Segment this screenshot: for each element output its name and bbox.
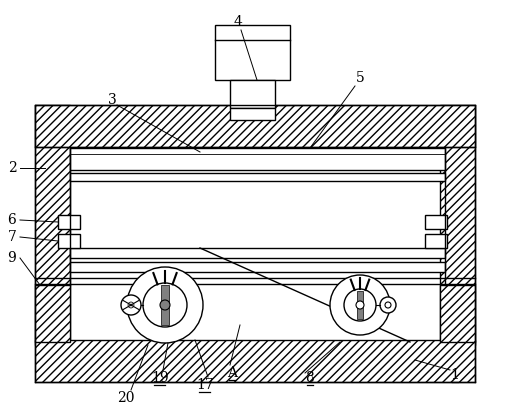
Bar bbox=[70, 148, 444, 170]
Text: 2: 2 bbox=[8, 161, 16, 175]
Text: 7: 7 bbox=[8, 230, 16, 244]
Bar bbox=[215, 25, 290, 80]
Bar bbox=[70, 262, 444, 272]
Bar bbox=[424, 234, 446, 248]
Bar bbox=[439, 105, 474, 345]
Bar bbox=[35, 105, 70, 345]
Bar bbox=[35, 105, 474, 147]
Circle shape bbox=[329, 275, 389, 335]
Text: 19: 19 bbox=[151, 371, 168, 385]
Bar bbox=[161, 285, 168, 325]
Bar bbox=[35, 340, 474, 382]
Bar bbox=[356, 291, 362, 319]
Text: 5: 5 bbox=[355, 71, 363, 85]
Bar bbox=[230, 80, 274, 108]
Circle shape bbox=[160, 300, 169, 310]
Bar bbox=[58, 215, 80, 229]
Bar bbox=[230, 108, 274, 120]
Bar bbox=[70, 173, 444, 181]
Bar bbox=[35, 285, 70, 342]
Bar bbox=[58, 234, 80, 248]
Bar bbox=[70, 248, 444, 258]
Bar bbox=[439, 285, 474, 342]
Text: 6: 6 bbox=[8, 213, 16, 227]
Circle shape bbox=[127, 267, 203, 343]
Text: 8: 8 bbox=[305, 371, 314, 385]
Circle shape bbox=[379, 297, 395, 313]
Text: 9: 9 bbox=[8, 251, 16, 265]
Circle shape bbox=[384, 302, 390, 308]
Text: 17: 17 bbox=[196, 378, 213, 392]
Text: 1: 1 bbox=[449, 368, 459, 382]
Bar bbox=[424, 215, 446, 229]
Text: A: A bbox=[227, 366, 237, 380]
Circle shape bbox=[128, 302, 134, 308]
Circle shape bbox=[355, 301, 363, 309]
Circle shape bbox=[121, 295, 140, 315]
Text: 3: 3 bbox=[107, 93, 116, 107]
Text: 4: 4 bbox=[233, 15, 242, 29]
Text: 20: 20 bbox=[117, 391, 134, 405]
